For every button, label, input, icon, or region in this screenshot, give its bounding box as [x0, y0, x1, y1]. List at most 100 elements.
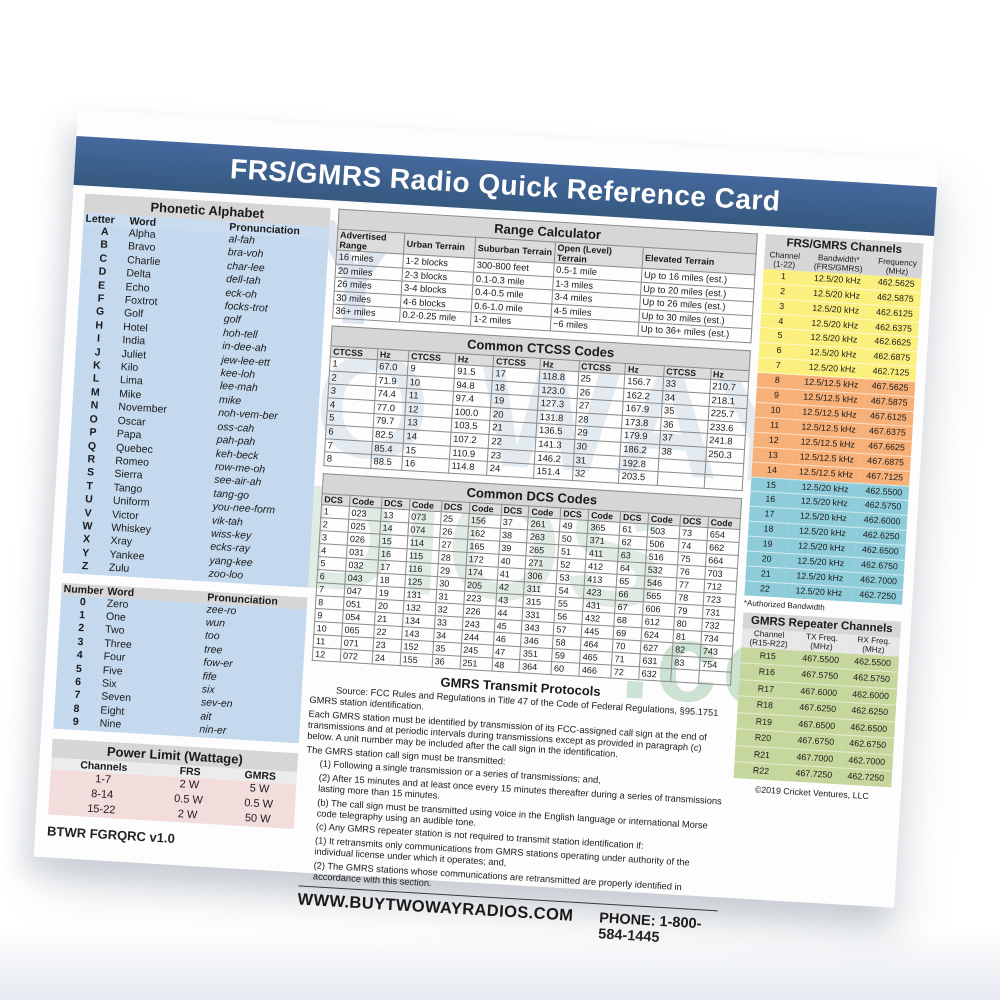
table-cell: 13: [380, 507, 410, 523]
table-cell: 631: [639, 653, 673, 669]
table-cell: 1: [320, 504, 350, 519]
table-cell: 114: [406, 535, 440, 551]
table-cell: 58: [552, 635, 582, 650]
table-cell: Z: [81, 560, 89, 573]
table-cell: 627: [640, 640, 674, 656]
table-cell: 46: [493, 631, 522, 647]
table-cell: 152: [400, 639, 434, 655]
table-cell: 125: [404, 574, 438, 590]
table-cell: 516: [645, 549, 679, 565]
table-cell: 2: [319, 517, 349, 532]
table-cell: [657, 471, 705, 488]
table-cell: 74.4: [374, 386, 407, 403]
table-cell: 91.5: [454, 364, 494, 381]
version-label: BTWR FGRQRC v1.0: [46, 823, 176, 846]
frs-gmrs-channels-table: FRS/GMRS Channels Channel (1-22) Bandwidt…: [744, 234, 924, 606]
table-cell: 97.4: [452, 391, 492, 408]
table-cell: 162: [467, 526, 500, 541]
table-cell: 12: [312, 647, 341, 662]
table-cell: 15: [378, 533, 408, 549]
table-cell: 167.9: [622, 401, 662, 418]
table-cell: 32: [571, 466, 620, 483]
table-cell: 88.5: [370, 454, 403, 471]
table-cell: 61: [619, 522, 649, 537]
table-cell: 432: [582, 611, 615, 626]
table-cell: 261: [527, 516, 561, 532]
table-cell: 60: [551, 661, 580, 676]
table-cell: 244: [461, 629, 494, 645]
table-cell: 36: [431, 654, 461, 669]
table-cell: 64: [617, 561, 646, 576]
table-cell: 82.5: [372, 427, 405, 443]
table-cell: 205: [464, 577, 497, 593]
table-cell: 179.9: [621, 428, 661, 445]
table-cell: 69: [613, 625, 642, 641]
table-cell: 031: [346, 544, 379, 560]
table-cell: 0.2-0.25 mile: [399, 308, 472, 327]
table-cell: 32: [434, 602, 464, 617]
table-cell: 565: [643, 588, 677, 604]
table-cell: 45: [493, 618, 523, 634]
table-cell: 174: [465, 565, 498, 580]
power-limit-table: Power Limit (Wattage) Channels FRS GMRS 1-…: [48, 738, 299, 829]
table-cell: 66: [615, 586, 645, 602]
table-cell: 48: [491, 657, 521, 673]
table-cell: 156.7: [624, 374, 664, 391]
table-cell: 82: [672, 642, 701, 658]
right-column: FRS/GMRS Channels Channel (1-22) Bandwidt…: [723, 234, 924, 959]
table-cell: 40: [497, 553, 527, 569]
table-cell: 364: [519, 659, 553, 675]
table-cell: 141.3: [535, 437, 575, 454]
table-cell: 165: [466, 539, 500, 554]
table-cell: 30: [436, 576, 466, 591]
column-header: Channel (1-22): [763, 249, 806, 272]
table-cell: 467.7250: [795, 767, 833, 781]
table-cell: 50: [558, 531, 588, 547]
table-cell: 73: [679, 525, 708, 541]
table-cell: 9: [72, 715, 79, 729]
table-cell: 734: [700, 631, 734, 646]
table-cell: 731: [702, 605, 736, 621]
table-cell: 39: [498, 540, 528, 556]
table-cell: 445: [581, 624, 615, 639]
surface-shadow: [0, 930, 1000, 1000]
table-cell: 143: [401, 626, 435, 642]
table-cell: 79.7: [373, 413, 406, 430]
table-cell: 12.5/20 kHz: [795, 585, 843, 599]
table-cell: 49: [559, 518, 589, 534]
table-cell: 34: [433, 628, 462, 643]
table-cell: 3: [319, 530, 348, 545]
table-cell: 107.2: [450, 432, 490, 448]
table-cell: 351: [520, 646, 553, 662]
table-cell: 606: [642, 601, 676, 617]
table-cell: 62: [618, 535, 648, 550]
column-header: DCS: [321, 493, 351, 507]
table-cell: 134: [402, 613, 435, 629]
reference-card: BUY TWO WAY RADIOS .com FRS/GMRS Radio Quic…: [33, 110, 939, 950]
table-cell: 754: [699, 657, 733, 672]
column-header: DCS: [381, 496, 410, 510]
table-cell: 38: [499, 527, 528, 543]
table-cell: 365: [587, 520, 621, 536]
table-cell: 25: [440, 511, 469, 527]
website-text: WWW.BUYTWOWAYRADIOS.COM: [297, 890, 574, 925]
dcs-codes-table: Common DCS Codes DCS Code DCS Code DCS Code DC…: [312, 473, 742, 686]
table-cell: 114.8: [448, 459, 488, 476]
table-cell: 9: [314, 608, 344, 623]
table-cell: 83: [671, 655, 701, 671]
table-cell: [698, 670, 732, 685]
table-cell: 42: [496, 579, 525, 595]
ctcss-codes-table: Common CTCSS Codes CTCSS Hz CTCSS Hz CTCSS Hz…: [323, 325, 751, 491]
table-cell: 054: [342, 609, 376, 625]
table-cell: 025: [347, 518, 381, 534]
table-cell: 47: [492, 644, 521, 660]
table-cell: 506: [646, 536, 680, 552]
table-cell: 103.5: [451, 418, 491, 435]
table-cell: 43: [495, 592, 524, 608]
column-header: DCS: [441, 500, 470, 514]
table-cell: 81: [673, 629, 702, 645]
table-cell: 743: [700, 644, 733, 659]
phonetic-alphabet-table: Phonetic Alphabet Letter Word Pronunciatio…: [62, 193, 331, 588]
column-header: DCS: [620, 511, 649, 524]
table-cell: 77.0: [373, 400, 406, 416]
